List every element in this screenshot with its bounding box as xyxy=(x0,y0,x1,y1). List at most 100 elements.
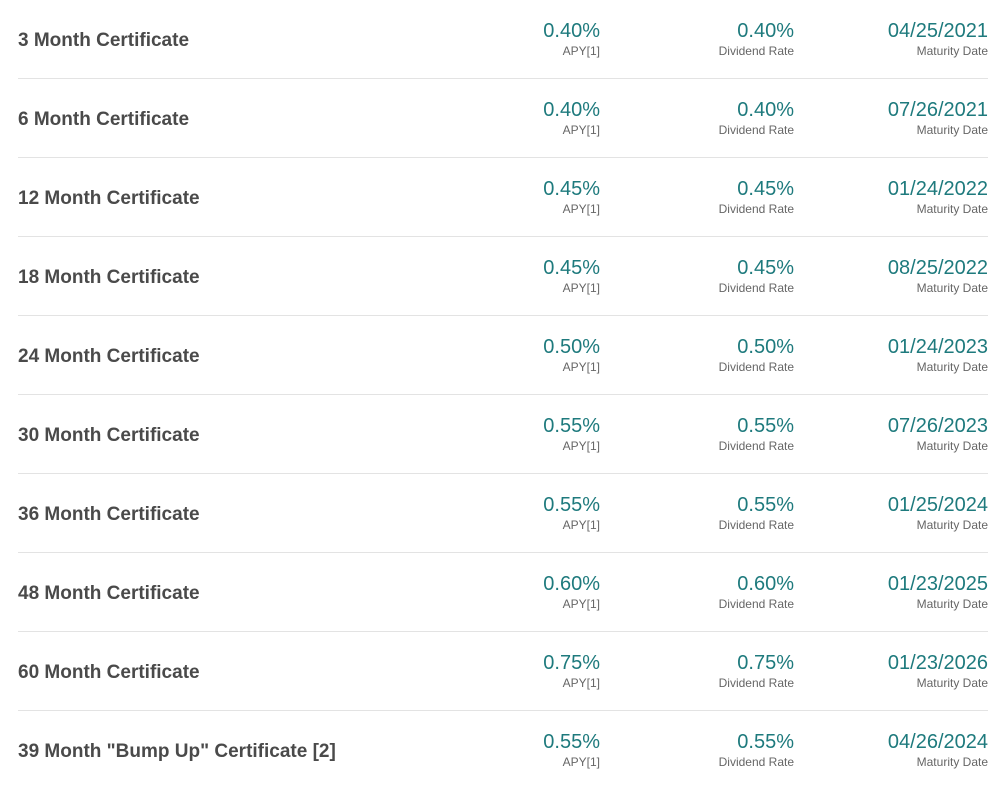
maturity-date-column: 01/23/2025 Maturity Date xyxy=(888,572,988,613)
apy-label: APY[1] xyxy=(562,44,600,58)
maturity-date-label: Maturity Date xyxy=(916,281,988,295)
apy-column: 0.55% APY[1] xyxy=(543,414,600,455)
apy-label: APY[1] xyxy=(562,123,600,137)
dividend-rate-value: 0.40% xyxy=(737,20,794,42)
dividend-rate-value: 0.50% xyxy=(737,336,794,358)
dividend-rate-label: Dividend Rate xyxy=(718,44,794,58)
rate-row[interactable]: 48 Month Certificate 0.60% APY[1] 0.60% … xyxy=(18,553,988,632)
dividend-rate-column: 0.55% Dividend Rate xyxy=(719,493,794,534)
maturity-date-value: 04/25/2021 xyxy=(887,20,988,42)
dividend-rate-value: 0.45% xyxy=(737,257,794,279)
product-name: 36 Month Certificate xyxy=(18,504,200,525)
maturity-date-label: Maturity Date xyxy=(916,44,988,58)
apy-column: 0.40% APY[1] xyxy=(543,19,600,60)
product-name: 60 Month Certificate xyxy=(18,662,200,683)
maturity-date-value: 01/24/2023 xyxy=(887,336,988,358)
dividend-rate-label: Dividend Rate xyxy=(718,202,794,216)
maturity-date-column: 01/24/2022 Maturity Date xyxy=(888,177,988,218)
apy-label: APY[1] xyxy=(562,518,600,532)
rate-row[interactable]: 39 Month "Bump Up" Certificate [2] 0.55%… xyxy=(18,711,988,789)
apy-value: 0.55% xyxy=(543,494,600,516)
dividend-rate-value: 0.75% xyxy=(737,652,794,674)
maturity-date-column: 01/25/2024 Maturity Date xyxy=(888,493,988,534)
maturity-date-value: 01/25/2024 xyxy=(887,494,988,516)
maturity-date-column: 04/26/2024 Maturity Date xyxy=(888,730,988,771)
apy-value: 0.45% xyxy=(543,257,600,279)
dividend-rate-value: 0.55% xyxy=(737,494,794,516)
maturity-date-column: 08/25/2022 Maturity Date xyxy=(888,256,988,297)
dividend-rate-label: Dividend Rate xyxy=(718,518,794,532)
rate-row[interactable]: 30 Month Certificate 0.55% APY[1] 0.55% … xyxy=(18,395,988,474)
dividend-rate-column: 0.45% Dividend Rate xyxy=(719,256,794,297)
dividend-rate-value: 0.55% xyxy=(737,731,794,753)
apy-column: 0.45% APY[1] xyxy=(543,256,600,297)
apy-column: 0.50% APY[1] xyxy=(543,335,600,376)
rate-row[interactable]: 36 Month Certificate 0.55% APY[1] 0.55% … xyxy=(18,474,988,553)
dividend-rate-label: Dividend Rate xyxy=(718,755,794,769)
apy-column: 0.45% APY[1] xyxy=(543,177,600,218)
dividend-rate-column: 0.55% Dividend Rate xyxy=(719,414,794,455)
maturity-date-column: 07/26/2023 Maturity Date xyxy=(888,414,988,455)
apy-label: APY[1] xyxy=(562,202,600,216)
dividend-rate-label: Dividend Rate xyxy=(718,360,794,374)
maturity-date-value: 08/25/2022 xyxy=(887,257,988,279)
apy-value: 0.55% xyxy=(543,731,600,753)
apy-label: APY[1] xyxy=(562,597,600,611)
maturity-date-label: Maturity Date xyxy=(916,518,988,532)
maturity-date-value: 01/23/2025 xyxy=(887,573,988,595)
rate-row[interactable]: 60 Month Certificate 0.75% APY[1] 0.75% … xyxy=(18,632,988,711)
rate-row[interactable]: 24 Month Certificate 0.50% APY[1] 0.50% … xyxy=(18,316,988,395)
product-name: 39 Month "Bump Up" Certificate [2] xyxy=(18,741,336,762)
product-name: 30 Month Certificate xyxy=(18,425,200,446)
rate-row[interactable]: 18 Month Certificate 0.45% APY[1] 0.45% … xyxy=(18,237,988,316)
apy-value: 0.75% xyxy=(543,652,600,674)
dividend-rate-label: Dividend Rate xyxy=(718,123,794,137)
maturity-date-value: 04/26/2024 xyxy=(887,731,988,753)
dividend-rate-value: 0.45% xyxy=(737,178,794,200)
maturity-date-value: 01/23/2026 xyxy=(887,652,988,674)
apy-value: 0.40% xyxy=(543,99,600,121)
dividend-rate-label: Dividend Rate xyxy=(718,439,794,453)
product-name: 24 Month Certificate xyxy=(18,346,200,367)
apy-column: 0.55% APY[1] xyxy=(543,730,600,771)
apy-value: 0.45% xyxy=(543,178,600,200)
dividend-rate-column: 0.75% Dividend Rate xyxy=(719,651,794,692)
maturity-date-label: Maturity Date xyxy=(916,202,988,216)
dividend-rate-value: 0.40% xyxy=(737,99,794,121)
apy-value: 0.60% xyxy=(543,573,600,595)
apy-value: 0.50% xyxy=(543,336,600,358)
maturity-date-column: 01/24/2023 Maturity Date xyxy=(888,335,988,376)
product-name: 6 Month Certificate xyxy=(18,109,190,130)
maturity-date-value: 07/26/2021 xyxy=(887,99,988,121)
dividend-rate-column: 0.60% Dividend Rate xyxy=(719,572,794,613)
maturity-date-label: Maturity Date xyxy=(916,755,988,769)
apy-column: 0.75% APY[1] xyxy=(543,651,600,692)
maturity-date-label: Maturity Date xyxy=(916,360,988,374)
apy-label: APY[1] xyxy=(562,755,600,769)
apy-label: APY[1] xyxy=(562,676,600,690)
apy-label: APY[1] xyxy=(562,439,600,453)
apy-column: 0.40% APY[1] xyxy=(543,98,600,139)
apy-value: 0.40% xyxy=(543,20,600,42)
dividend-rate-column: 0.45% Dividend Rate xyxy=(719,177,794,218)
apy-value: 0.55% xyxy=(543,415,600,437)
rate-row[interactable]: 12 Month Certificate 0.45% APY[1] 0.45% … xyxy=(18,158,988,237)
maturity-date-column: 04/25/2021 Maturity Date xyxy=(888,19,988,60)
product-name: 3 Month Certificate xyxy=(18,30,190,51)
rate-row[interactable]: 6 Month Certificate 0.40% APY[1] 0.40% D… xyxy=(18,79,988,158)
maturity-date-column: 07/26/2021 Maturity Date xyxy=(888,98,988,139)
apy-column: 0.55% APY[1] xyxy=(543,493,600,534)
maturity-date-column: 01/23/2026 Maturity Date xyxy=(888,651,988,692)
dividend-rate-label: Dividend Rate xyxy=(718,597,794,611)
product-name: 12 Month Certificate xyxy=(18,188,200,209)
dividend-rate-column: 0.55% Dividend Rate xyxy=(719,730,794,771)
dividend-rate-label: Dividend Rate xyxy=(718,281,794,295)
maturity-date-label: Maturity Date xyxy=(916,439,988,453)
certificate-rates-list: 3 Month Certificate 0.40% APY[1] 0.40% D… xyxy=(18,0,988,789)
maturity-date-label: Maturity Date xyxy=(916,123,988,137)
apy-label: APY[1] xyxy=(562,360,600,374)
rate-row[interactable]: 3 Month Certificate 0.40% APY[1] 0.40% D… xyxy=(18,0,988,79)
maturity-date-value: 01/24/2022 xyxy=(887,178,988,200)
dividend-rate-value: 0.60% xyxy=(737,573,794,595)
apy-label: APY[1] xyxy=(562,281,600,295)
